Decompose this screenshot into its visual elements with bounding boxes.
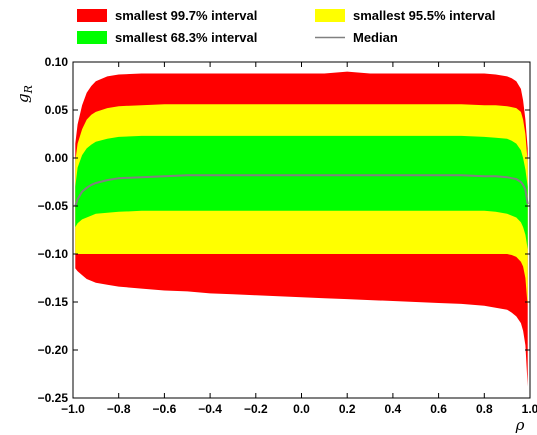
median-line: [74, 174, 529, 207]
legend-label: smallest 68.3% interval: [115, 30, 257, 45]
x-tick-label: −0.2: [244, 402, 268, 416]
y-axis-label-subscript: R: [22, 85, 35, 94]
x-tick-label: 1.0: [522, 402, 537, 416]
legend-swatch: [315, 9, 345, 22]
y-tick-label: 0.10: [45, 55, 69, 69]
legend-swatch: [77, 9, 107, 22]
legend-label: smallest 99.7% interval: [115, 8, 257, 23]
x-tick-label: 0.0: [293, 402, 310, 416]
y-tick-label: −0.25: [38, 391, 69, 405]
median-layer: [74, 174, 529, 207]
legend-item: Median: [315, 30, 398, 45]
legend-item: smallest 99.7% interval: [77, 8, 257, 23]
interval-bands: [75, 71, 528, 387]
y-tick-label: 0.05: [45, 103, 69, 117]
y-tick-label: −0.10: [38, 247, 69, 261]
band-3: [75, 135, 528, 250]
legend-label: Median: [353, 30, 398, 45]
legend-item: smallest 95.5% interval: [315, 8, 495, 23]
x-tick-label: −1.0: [61, 402, 85, 416]
y-tick-label: −0.15: [38, 295, 69, 309]
x-tick-label: −0.6: [153, 402, 177, 416]
y-tick-label: 0.00: [45, 151, 69, 165]
x-tick-label: 0.2: [339, 402, 356, 416]
legend-swatch: [77, 31, 107, 44]
legend-item: smallest 68.3% interval: [77, 30, 257, 45]
x-tick-label: 0.8: [476, 402, 493, 416]
x-tick-label: −0.4: [198, 402, 222, 416]
x-tick-label: 0.4: [385, 402, 402, 416]
x-tick-label: −0.8: [107, 402, 131, 416]
x-tick-label: 0.6: [430, 402, 447, 416]
y-axis-label-main: g: [14, 93, 32, 103]
y-axis-label: gR: [14, 85, 35, 103]
y-tick-label: −0.20: [38, 343, 69, 357]
legend: smallest 99.7% interval smallest 95.5% in…: [77, 8, 495, 45]
y-tick-label: −0.05: [38, 199, 69, 213]
legend-label: smallest 95.5% interval: [353, 8, 495, 23]
x-axis-label: ρ: [515, 416, 525, 434]
axis-ticks: −1.0 −0.8 −0.6 −0.4 −0.2 0.0 0.2 0.4 0.6 0.8 1.0 0.…: [38, 55, 537, 416]
